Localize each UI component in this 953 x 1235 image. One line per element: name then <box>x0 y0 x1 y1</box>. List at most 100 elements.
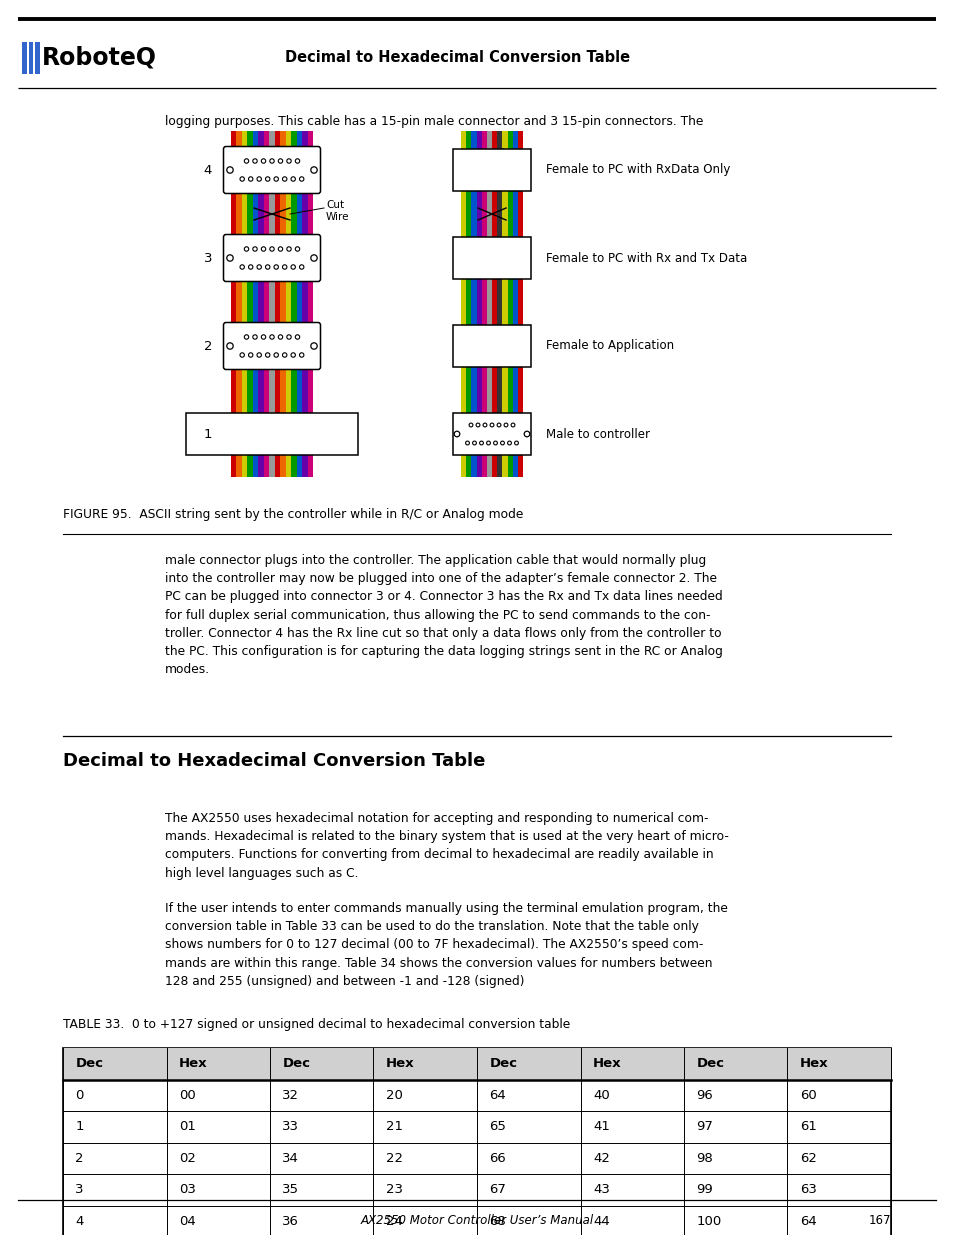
Bar <box>460 191 466 237</box>
Circle shape <box>476 424 479 427</box>
Circle shape <box>274 353 278 357</box>
Bar <box>285 454 291 477</box>
Bar <box>280 367 285 412</box>
Text: 63: 63 <box>799 1183 816 1197</box>
Bar <box>264 367 269 412</box>
Text: 01: 01 <box>179 1120 195 1134</box>
Circle shape <box>274 264 278 269</box>
Bar <box>280 191 285 237</box>
Bar <box>507 191 512 237</box>
Bar <box>502 367 507 412</box>
Bar <box>307 454 313 477</box>
Bar <box>22 42 27 74</box>
Bar <box>296 131 302 149</box>
Circle shape <box>291 353 295 357</box>
Bar <box>486 454 492 477</box>
Bar <box>492 131 497 149</box>
Text: Front View: Front View <box>241 148 302 161</box>
Bar <box>497 191 502 237</box>
Bar <box>481 454 486 477</box>
Bar <box>280 454 285 477</box>
Circle shape <box>274 177 278 182</box>
Bar <box>291 454 296 477</box>
Bar <box>507 367 512 412</box>
FancyBboxPatch shape <box>223 235 320 282</box>
Bar <box>296 454 302 477</box>
Text: FIGURE 95.  ASCII string sent by the controller while in R/C or Analog mode: FIGURE 95. ASCII string sent by the cont… <box>63 508 523 521</box>
Bar <box>517 131 522 149</box>
Bar <box>236 454 242 477</box>
Text: 96: 96 <box>696 1089 713 1102</box>
Text: 20: 20 <box>386 1089 402 1102</box>
Bar <box>269 131 274 149</box>
Circle shape <box>278 335 282 340</box>
Bar <box>481 131 486 149</box>
Bar <box>253 367 258 412</box>
Bar <box>307 131 313 149</box>
Text: Dec: Dec <box>75 1057 103 1071</box>
Bar <box>258 191 264 237</box>
Bar <box>236 131 242 149</box>
Text: 1: 1 <box>204 427 212 441</box>
Circle shape <box>261 159 266 163</box>
Text: RoboteQ: RoboteQ <box>42 46 157 70</box>
Bar <box>296 279 302 325</box>
Text: TABLE 33.  0 to +127 signed or unsigned decimal to hexadecimal conversion table: TABLE 33. 0 to +127 signed or unsigned d… <box>63 1018 570 1031</box>
Text: 67: 67 <box>489 1183 506 1197</box>
Bar <box>291 191 296 237</box>
Bar <box>517 191 522 237</box>
Circle shape <box>299 264 304 269</box>
Bar <box>466 279 471 325</box>
Circle shape <box>299 353 304 357</box>
Circle shape <box>507 441 511 445</box>
Circle shape <box>278 159 282 163</box>
Bar <box>502 131 507 149</box>
Bar <box>460 367 466 412</box>
Bar <box>302 454 307 477</box>
Circle shape <box>287 247 291 251</box>
Bar <box>253 454 258 477</box>
Text: Female to PC with Rx and Tx Data: Female to PC with Rx and Tx Data <box>545 252 746 264</box>
Bar <box>291 131 296 149</box>
Circle shape <box>511 424 515 427</box>
Text: Female to Application: Female to Application <box>545 340 674 352</box>
Bar <box>296 191 302 237</box>
Bar <box>466 367 471 412</box>
Bar <box>247 367 253 412</box>
Circle shape <box>227 343 233 350</box>
Text: 0: 0 <box>75 1089 84 1102</box>
Bar <box>258 454 264 477</box>
Circle shape <box>291 177 295 182</box>
Bar <box>517 454 522 477</box>
Bar <box>269 454 274 477</box>
Bar <box>231 279 236 325</box>
Bar <box>296 367 302 412</box>
Text: Rear View: Rear View <box>462 148 521 161</box>
Bar <box>236 367 242 412</box>
Circle shape <box>282 353 287 357</box>
Bar <box>63 1049 890 1235</box>
Text: 65: 65 <box>489 1120 506 1134</box>
Bar <box>466 191 471 237</box>
Bar <box>497 131 502 149</box>
Bar <box>517 367 522 412</box>
Circle shape <box>244 335 249 340</box>
Bar <box>307 279 313 325</box>
Bar <box>502 454 507 477</box>
Bar <box>285 279 291 325</box>
Text: Female to PC with RxData Only: Female to PC with RxData Only <box>545 163 730 177</box>
Circle shape <box>482 424 486 427</box>
Bar <box>269 367 274 412</box>
Bar <box>486 367 492 412</box>
Text: 43: 43 <box>593 1183 609 1197</box>
Bar <box>285 367 291 412</box>
Text: Male to controller: Male to controller <box>545 427 649 441</box>
Bar <box>231 191 236 237</box>
Bar <box>236 279 242 325</box>
Text: 44: 44 <box>593 1215 609 1228</box>
Circle shape <box>479 441 483 445</box>
Bar <box>264 131 269 149</box>
Bar <box>302 191 307 237</box>
Circle shape <box>299 177 304 182</box>
Bar <box>242 454 247 477</box>
